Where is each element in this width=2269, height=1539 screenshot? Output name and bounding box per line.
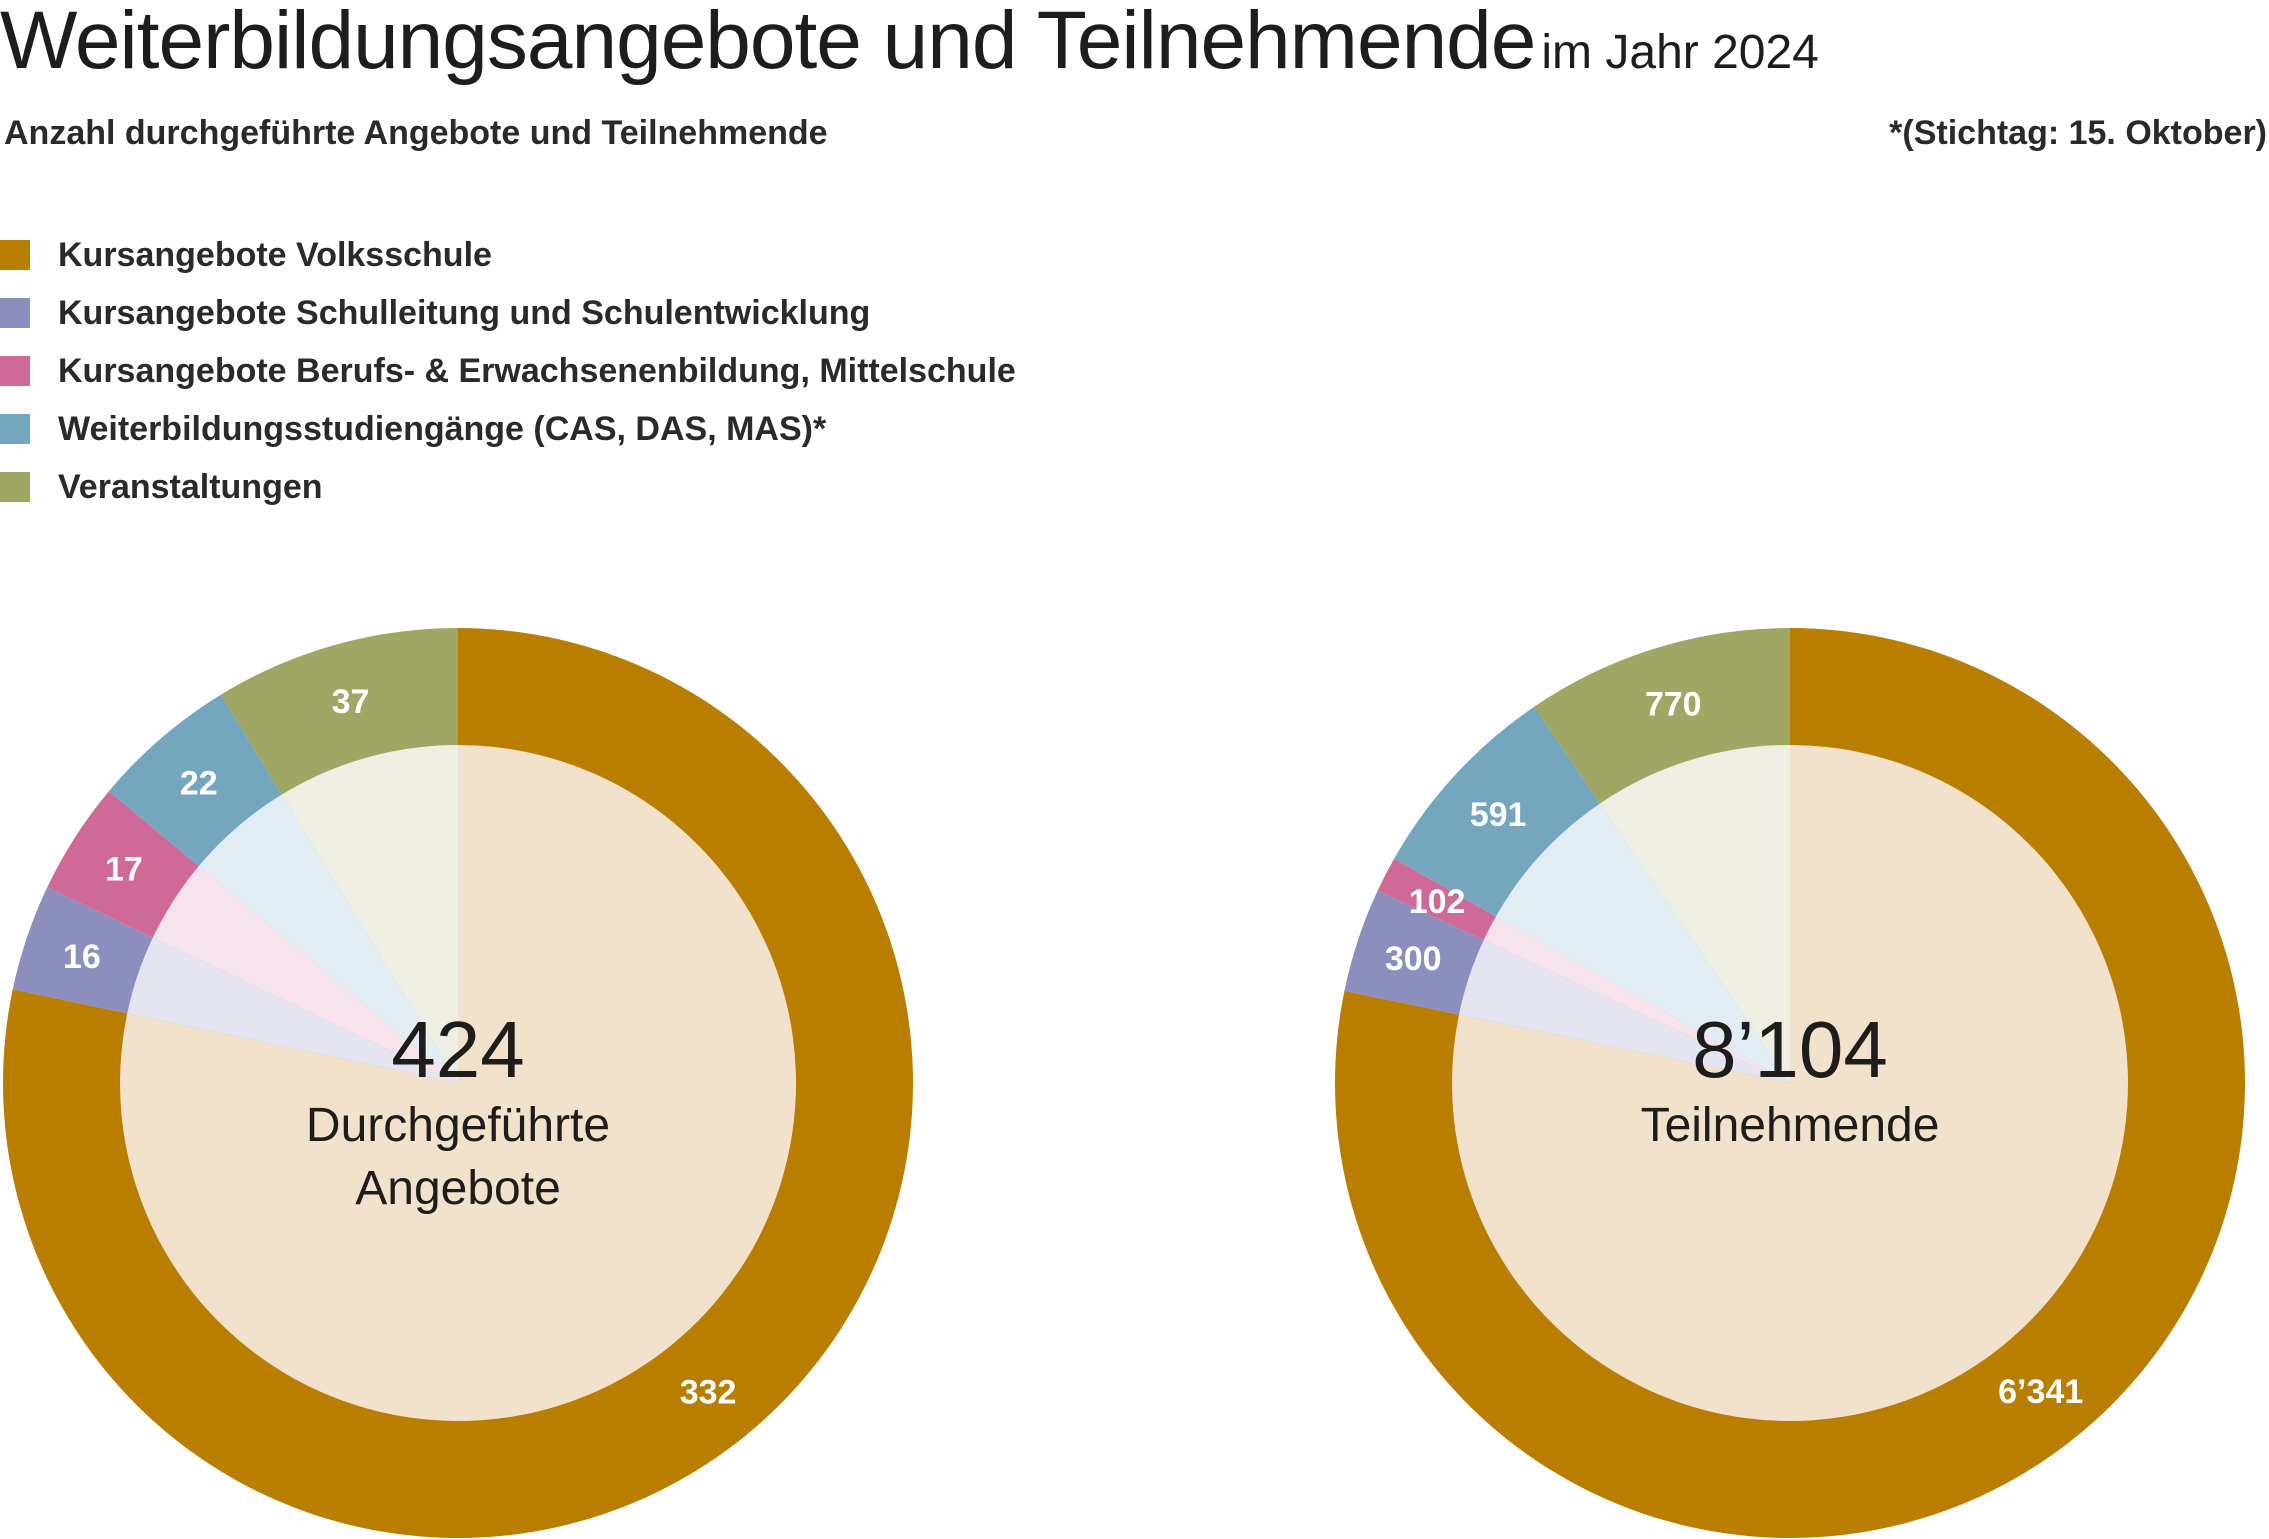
slice-inner-veranstaltungen — [281, 745, 458, 1083]
slice-inner-schulleitung — [127, 937, 458, 1083]
chart-title-main: Weiterbildungsangebote und Teilnehmende — [0, 0, 1536, 86]
legend: Kursangebote Volksschule Kursangebote Sc… — [0, 226, 1016, 516]
legend-swatch-berufsbildung — [0, 356, 30, 386]
slice-value-label: 37 — [332, 683, 370, 721]
chart-subtitle: Anzahl durchgeführte Angebote und Teilne… — [4, 114, 828, 152]
legend-item-berufsbildung: Kursangebote Berufs- & Erwachsenenbildun… — [0, 342, 1016, 400]
slice-inner-volksschule — [1451, 745, 2128, 1421]
legend-item-veranstaltungen: Veranstaltungen — [0, 458, 1016, 516]
legend-item-volksschule: Kursangebote Volksschule — [0, 226, 1016, 284]
slice-value-label: 16 — [63, 938, 101, 976]
slice-inner-berufsbildung — [152, 866, 458, 1083]
slice-value-label: 770 — [1645, 686, 1702, 724]
slice-value-label: 17 — [105, 851, 143, 889]
slice-inner-berufsbildung — [1483, 916, 1790, 1083]
center-caption: Durchgeführte — [306, 1099, 610, 1152]
legend-swatch-veranstaltungen — [0, 472, 30, 502]
slice-value-label: 300 — [1385, 940, 1442, 978]
footnote-reference-date: *(Stichtag: 15. Oktober) — [1889, 114, 2267, 152]
legend-label: Kursangebote Volksschule — [58, 235, 492, 274]
slice-value-label: 332 — [680, 1373, 737, 1411]
legend-label: Weiterbildungsstudiengänge (CAS, DAS, MA… — [58, 409, 827, 448]
slice-inner-schulleitung — [1459, 940, 1790, 1083]
total-value: 424 — [391, 1005, 524, 1094]
slice-inner-studiengaenge — [1495, 803, 1790, 1083]
legend-label: Kursangebote Berufs- & Erwachsenenbildun… — [58, 351, 1016, 390]
slice-value-label: 22 — [180, 764, 218, 802]
center-caption: Angebote — [355, 1162, 561, 1215]
legend-swatch-schulleitung — [0, 298, 30, 328]
chart-title: Weiterbildungsangebote und Teilnehmende i… — [0, 0, 1819, 82]
legend-label: Veranstaltungen — [58, 467, 323, 506]
slice-value-label: 591 — [1470, 796, 1527, 834]
legend-swatch-volksschule — [0, 240, 30, 270]
legend-item-schulleitung: Kursangebote Schulleitung und Schulentwi… — [0, 284, 1016, 342]
center-caption: Teilnehmende — [1641, 1099, 1940, 1152]
slice-inner-veranstaltungen — [1599, 745, 1790, 1083]
chart-title-sub: im Jahr 2024 — [1541, 26, 1819, 79]
slice-value-label: 102 — [1409, 883, 1466, 921]
slice-inner-volksschule — [120, 745, 797, 1421]
legend-swatch-studiengaenge — [0, 414, 30, 444]
slice-value-label: 6’341 — [1998, 1373, 2083, 1411]
legend-item-studiengaenge: Weiterbildungsstudiengänge (CAS, DAS, MA… — [0, 400, 1016, 458]
slice-inner-studiengaenge — [198, 794, 458, 1083]
total-value: 8’104 — [1692, 1005, 1888, 1094]
legend-label: Kursangebote Schulleitung und Schulentwi… — [58, 293, 871, 332]
